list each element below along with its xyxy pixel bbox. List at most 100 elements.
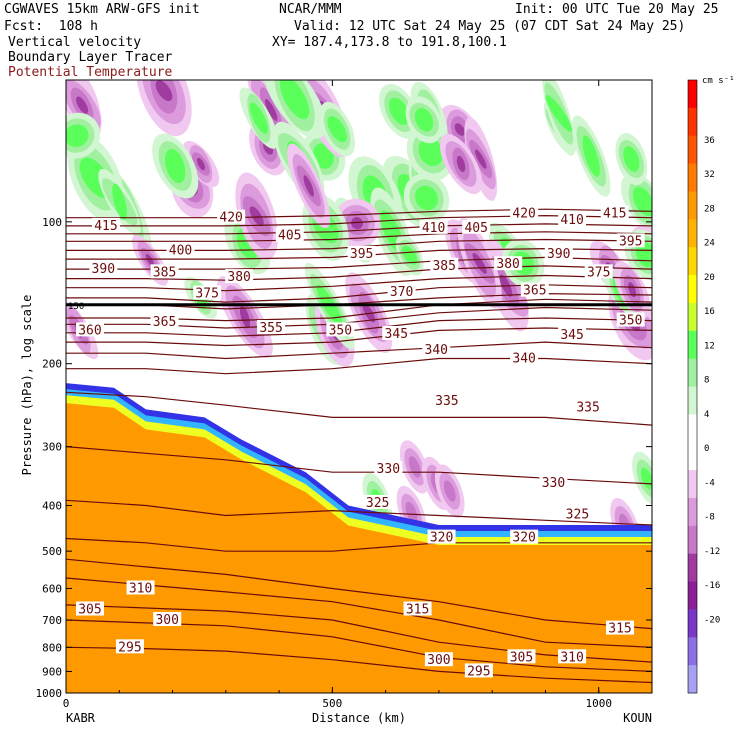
colorbar-label: 4 xyxy=(704,410,709,420)
theta-label-375: 375 xyxy=(195,287,218,302)
theta-label-bg xyxy=(464,663,493,678)
theta-label-310: 310 xyxy=(129,581,152,596)
field-potential-temperature: Potential Temperature xyxy=(8,65,173,80)
theta-label-315: 315 xyxy=(608,622,631,637)
theta-label-bg xyxy=(563,506,592,521)
theta-contour-325 xyxy=(66,499,652,526)
colorbar-swatch xyxy=(688,247,697,276)
theta-label-315: 315 xyxy=(406,603,429,618)
theta-label-bg xyxy=(507,649,536,664)
theta-label-bg xyxy=(326,322,355,337)
theta-label-405: 405 xyxy=(278,229,301,244)
theta-contour-335 xyxy=(66,391,652,426)
w-cell xyxy=(415,185,439,211)
theta-label-320: 320 xyxy=(430,531,453,546)
theta-label-bg xyxy=(382,325,411,340)
theta-contour-380 xyxy=(66,274,652,292)
theta-label-bg xyxy=(422,341,451,356)
theta-label-340: 340 xyxy=(512,351,535,366)
theta-label-385: 385 xyxy=(153,265,176,280)
theta-contour-300 xyxy=(66,619,652,672)
theta-label-bg xyxy=(558,649,587,664)
theta-label-bg xyxy=(510,205,539,220)
y-tick-label: 600 xyxy=(42,582,62,595)
w-cell xyxy=(196,157,206,171)
theta-contour-415 xyxy=(66,214,652,227)
theta-label-345: 345 xyxy=(385,327,408,342)
y-tick-label: 700 xyxy=(42,614,62,627)
theta-label-bg xyxy=(75,322,104,337)
init-time: Init: 00 UTC Tue 20 May 25 xyxy=(515,2,719,17)
w-cell xyxy=(76,96,89,114)
theta-label-bg xyxy=(387,284,416,299)
theta-label-bg xyxy=(424,652,453,667)
theta-label-410: 410 xyxy=(560,213,583,228)
theta-label-bg xyxy=(432,392,461,407)
w-cell xyxy=(401,245,418,265)
theta-label-bg xyxy=(544,245,573,260)
theta-contour-410 xyxy=(66,223,652,235)
theta-label-bg xyxy=(193,285,222,300)
field-vertical-velocity: Vertical velocity xyxy=(8,35,142,50)
colorbar-swatch xyxy=(688,358,697,387)
theta-contour-400 xyxy=(66,238,652,251)
theta-label-bg xyxy=(616,233,645,248)
y-tick-label: 100 xyxy=(42,216,62,229)
theta-label-bg xyxy=(115,639,144,654)
colorbar-swatch xyxy=(688,665,697,694)
theta-label-bg xyxy=(494,256,523,271)
theta-label-bg xyxy=(363,494,392,509)
theta-label-385: 385 xyxy=(432,259,455,274)
theta-contour-labels: 150 415 420 405 410 405 420 410 415 395 400 390 385 3… xyxy=(68,205,645,679)
theta-contour-305 xyxy=(66,604,652,663)
colorbar: 36 32 28 24 20 16 12 8 4 0 -4 -8 -12 -16 -20 cm s⁻¹ xyxy=(687,76,735,694)
colorbar-swatch xyxy=(688,553,697,583)
colorbar-label: -12 xyxy=(704,547,720,557)
theta-label-395: 395 xyxy=(350,247,373,262)
theta-label-300: 300 xyxy=(427,653,450,668)
theta-label-bg xyxy=(584,264,613,279)
valid-time: Valid: 12 UTC Sat 24 May 25 (07 CDT Sat … xyxy=(294,19,686,34)
w-cell xyxy=(303,175,314,197)
w-cell xyxy=(327,116,347,143)
theta-label-330: 330 xyxy=(542,476,565,491)
theta-label-bg xyxy=(520,282,549,297)
theta-label-330: 330 xyxy=(377,462,400,477)
model-title: CGWAVES 15km ARW-GFS init xyxy=(4,2,200,17)
theta-label-bg xyxy=(91,217,120,232)
theta-label-305: 305 xyxy=(510,650,533,665)
theta-contour-405 xyxy=(66,231,652,242)
theta-label-310: 310 xyxy=(560,650,583,665)
theta-label-bg xyxy=(225,269,254,284)
colorbar-swatch xyxy=(688,107,697,137)
y-tick-label: 200 xyxy=(42,358,62,371)
theta-label-360: 360 xyxy=(78,323,101,338)
colorbar-frame xyxy=(687,79,698,694)
colorbar-swatch xyxy=(688,637,697,666)
w-cell xyxy=(628,282,636,298)
w-cell xyxy=(66,124,89,148)
theta-label-400: 400 xyxy=(169,243,192,258)
colorbar-label: 16 xyxy=(704,307,715,317)
w-cell xyxy=(414,107,434,132)
theta-label-bg xyxy=(150,264,179,279)
theta-label-355: 355 xyxy=(259,321,282,336)
theta-label-340: 340 xyxy=(425,343,448,358)
source-label: NCAR/MMM xyxy=(279,2,342,17)
colorbar-label: -20 xyxy=(704,615,720,625)
theta-label-295: 295 xyxy=(118,640,141,655)
y-axis-title: Pressure (hPa), log scale xyxy=(20,295,34,476)
theta-label-bg xyxy=(574,399,603,414)
x-tick-label: 0 xyxy=(63,697,70,710)
theta-label-bg xyxy=(462,219,491,234)
theta-contour-350 xyxy=(66,327,652,347)
theta-label-380: 380 xyxy=(227,270,250,285)
y-tick-label: 300 xyxy=(42,441,62,454)
theta-label-bg xyxy=(558,211,587,226)
theta-label-bg xyxy=(606,620,635,635)
colorbar-swatch xyxy=(688,442,697,471)
cross-section-endpoints: XY= 187.4,173.8 to 191.8,100.1 xyxy=(272,35,507,50)
theta-contour-315 xyxy=(66,558,652,630)
w-cell xyxy=(443,480,456,502)
